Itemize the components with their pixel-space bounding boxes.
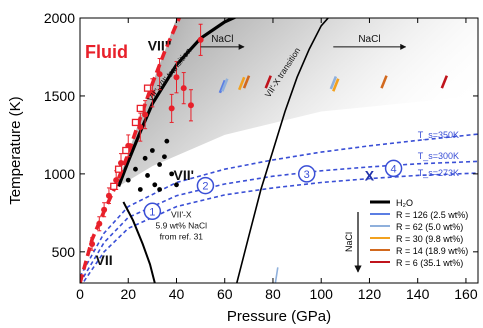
- pressure-marker: [196, 176, 215, 195]
- annotation-line: VII'-X: [171, 210, 192, 220]
- salt-data-segment: [264, 75, 272, 89]
- black-data-point: [149, 148, 155, 153]
- y-tick-label: 1500: [44, 88, 75, 104]
- y-tick-label: 1000: [44, 166, 75, 182]
- isentrope-line-1: [80, 160, 478, 283]
- isentrope-line-0: [80, 133, 478, 278]
- x-axis-label: Pressure (GPa): [227, 308, 331, 325]
- black-data-point: [142, 155, 148, 161]
- x-tick-label: 160: [454, 286, 478, 302]
- black-data-point: [157, 162, 163, 167]
- salt-data-segment: [218, 79, 227, 94]
- red-square-point: [114, 165, 123, 173]
- x-tick-label: 100: [310, 286, 334, 302]
- red-square-point: [110, 182, 118, 191]
- pressure-marker: [384, 159, 403, 178]
- marker-label: 2: [202, 181, 208, 193]
- legend: H₂O R = 126 (2.5 wt%) R = 62 (5.0 wt%) R = …: [344, 198, 468, 273]
- black-data-point: [125, 177, 131, 183]
- black-data-point: [169, 171, 175, 177]
- red-data-point: [89, 241, 96, 248]
- red-data-point: [173, 74, 180, 81]
- annotation-line: from ref. 31: [160, 232, 204, 242]
- legend-item-label: R = 30 (9.8 wt%): [396, 234, 463, 244]
- salt-data-segment: [380, 75, 388, 89]
- red-data-point: [187, 102, 194, 109]
- salt-data-segment: [440, 75, 449, 89]
- red-data-point: [168, 105, 175, 112]
- superionic-shading: [118, 18, 478, 187]
- salt-data-segment: [332, 78, 340, 92]
- legend-item-label: R = 14 (18.9 wt%): [396, 246, 468, 256]
- marker-label: 4: [391, 163, 397, 175]
- marker-label: 1: [149, 206, 155, 218]
- legend-item-label: R = 62 (5.0 wt%): [396, 222, 463, 232]
- legend-nacl-label: NaCl: [344, 232, 354, 252]
- red-data-point: [105, 192, 112, 199]
- plot-frame: [79, 17, 479, 284]
- x-tick-label: 40: [169, 286, 185, 302]
- vii-prime-x-boundary: [236, 18, 330, 283]
- black-data-point: [162, 154, 167, 160]
- black-data-point: [164, 138, 170, 144]
- marker-label: X: [365, 167, 375, 183]
- x-tick-label: 140: [406, 286, 430, 302]
- salt-data-segment: [221, 78, 229, 92]
- red-square-point: [131, 118, 140, 127]
- annotation-line: 5.9 wt% NaCl: [156, 221, 208, 231]
- axes: 0 20 40 60 80 100 120 140 160 500 1000 1500 2000 Pres…: [7, 10, 479, 325]
- salt-data-segment: [329, 75, 338, 90]
- isentrope-label: T_s=273K: [418, 168, 459, 178]
- black-data-point: [137, 187, 143, 192]
- x-tick-label: 60: [217, 286, 233, 302]
- red-square-point: [143, 84, 152, 92]
- red-data-point: [118, 159, 125, 166]
- legend-item-label: R = 126 (2.5 wt%): [396, 210, 468, 220]
- red-data-point: [197, 36, 204, 43]
- x-tick-label: 20: [120, 286, 136, 302]
- nacl-arrow-label: NaCl: [211, 34, 233, 45]
- black-data-point: [133, 166, 138, 172]
- red-data-point: [96, 220, 103, 227]
- vii-dprime-shading: [116, 18, 237, 187]
- y-tick-label: 2000: [44, 10, 75, 26]
- black-data-point: [152, 182, 158, 188]
- legend-item-label: R = 6 (35.1 wt%): [396, 258, 463, 268]
- y-tick-label: 500: [52, 244, 76, 260]
- phase-label: Fluid: [85, 42, 128, 62]
- red-square-point: [136, 104, 144, 113]
- phase-label: VII': [173, 167, 193, 183]
- phase-label: VII: [96, 252, 113, 268]
- nacl-arrow-label: NaCl: [358, 34, 380, 45]
- salt-data-segment: [242, 75, 251, 89]
- reference-segment: [274, 267, 279, 283]
- black-data-point: [157, 187, 163, 192]
- isentrope-label: T_s=350K: [418, 130, 459, 140]
- x-tick-label: 120: [358, 286, 382, 302]
- red-data-point: [180, 85, 187, 92]
- isentrope-line-2: [81, 172, 478, 283]
- marker-label: 3: [304, 169, 310, 181]
- x-tick-label: 80: [265, 286, 281, 302]
- y-axis-label: Temperature (K): [7, 96, 24, 204]
- pressure-marker: [143, 202, 162, 221]
- salt-data-segment: [237, 76, 246, 91]
- red-data-point: [142, 111, 149, 118]
- black-data-point: [174, 182, 179, 188]
- pressure-marker: [297, 165, 316, 183]
- black-data-point: [145, 173, 150, 178]
- red-data-point: [156, 71, 163, 78]
- red-square-point: [122, 146, 130, 155]
- red-data-point: [101, 206, 108, 213]
- red-data-point: [113, 177, 120, 184]
- vii-vii-prime-boundary: [122, 201, 156, 283]
- x-tick-label: 0: [76, 286, 84, 302]
- isentrope-label: T_s=300K: [418, 151, 459, 161]
- phase-label: VII'': [148, 38, 172, 54]
- legend-title: H₂O: [396, 198, 413, 208]
